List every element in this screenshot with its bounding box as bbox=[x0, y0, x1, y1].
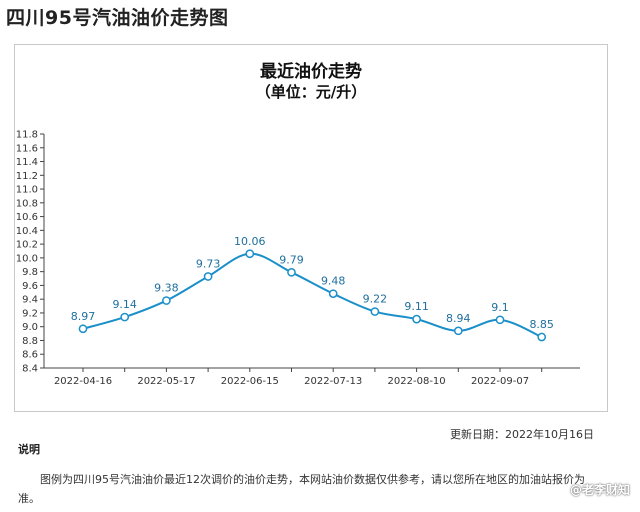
update-date: 更新日期：2022年10月16日 bbox=[450, 428, 594, 441]
chart-title: 最近油价走势 bbox=[260, 62, 362, 82]
page-title: 四川95号汽油油价走势图 bbox=[6, 7, 229, 29]
note-title: 说明 bbox=[18, 443, 40, 456]
chart-panel: 最近油价走势 （单位：元/升） bbox=[14, 44, 608, 412]
watermark: @老李财知 bbox=[569, 483, 630, 497]
note-text: 图例为四川95号汽油油价最近12次调价的油价走势，本网站油价数据仅供参考，请以您… bbox=[18, 473, 585, 505]
chart-subtitle: （单位：元/升） bbox=[255, 83, 367, 101]
